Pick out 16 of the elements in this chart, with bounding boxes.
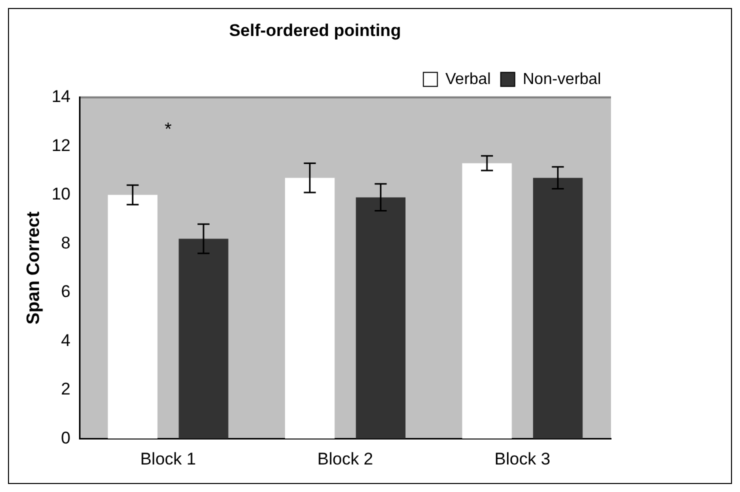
annotation: *: [164, 118, 172, 139]
y-tick-label: 14: [52, 87, 71, 106]
y-tick-label: 8: [61, 233, 71, 252]
x-tick-label: Block 2: [317, 449, 374, 468]
y-axis-title: Span Correct: [22, 211, 43, 325]
y-tick-label: 10: [52, 184, 71, 204]
legend-label: Verbal: [445, 70, 491, 88]
x-tick-label: Block 3: [494, 449, 550, 468]
y-tick-label: 4: [61, 330, 71, 350]
y-tick-label: 2: [61, 380, 71, 399]
chart-title: Self-ordered pointing: [229, 20, 401, 40]
y-tick-label: 12: [52, 136, 71, 155]
y-tick-label: 0: [61, 428, 71, 448]
y-tick-label: 6: [61, 282, 71, 302]
x-tick-label: Block 1: [140, 449, 196, 468]
legend-label: Non-verbal: [522, 70, 602, 88]
